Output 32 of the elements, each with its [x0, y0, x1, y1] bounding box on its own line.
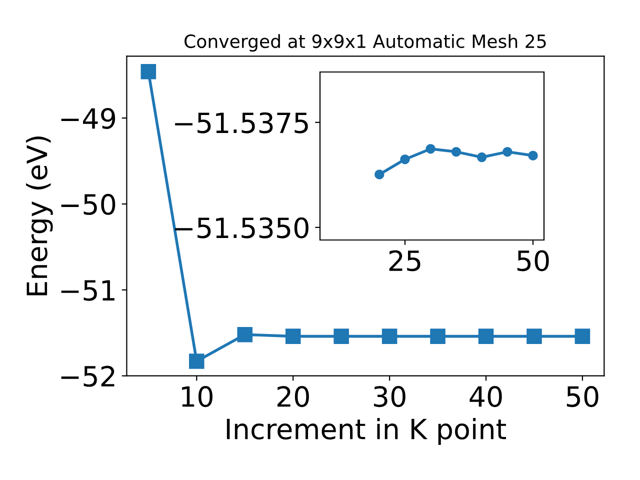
point [400, 154, 410, 164]
x-tick-label: 20 [277, 386, 309, 408]
x-axis-title: Increment in K point [226, 418, 506, 445]
y-tick-label: −51.5375 [175, 112, 308, 134]
x-tick-label: 30 [374, 386, 406, 408]
point [476, 152, 487, 162]
x-tick-label: 25 [389, 250, 420, 272]
y-tick-label: −50 [61, 194, 116, 215]
point [502, 146, 512, 157]
point [430, 328, 446, 344]
point [451, 146, 462, 157]
y-tick-label: −52 [61, 366, 114, 387]
point [140, 64, 156, 80]
point [574, 328, 590, 344]
x-tick-label: 10 [182, 386, 212, 408]
point [285, 328, 301, 344]
point [528, 150, 538, 160]
y-tick-label: −51 [61, 280, 114, 301]
point [189, 354, 204, 369]
x-tick-label: 50 [517, 250, 549, 272]
point [382, 328, 398, 344]
point [237, 326, 253, 342]
point [478, 328, 494, 344]
y-axis-title: Energy (eV) [26, 136, 53, 296]
x-tick-label: 40 [470, 386, 502, 408]
y-tick-label: −49 [61, 108, 116, 129]
point [426, 144, 436, 154]
point [374, 170, 384, 180]
point [334, 328, 349, 344]
x-tick-label: 50 [566, 386, 598, 408]
point [526, 328, 542, 344]
chart-title: Converged at 9x9x1 Automatic Mesh 25 [184, 34, 546, 52]
